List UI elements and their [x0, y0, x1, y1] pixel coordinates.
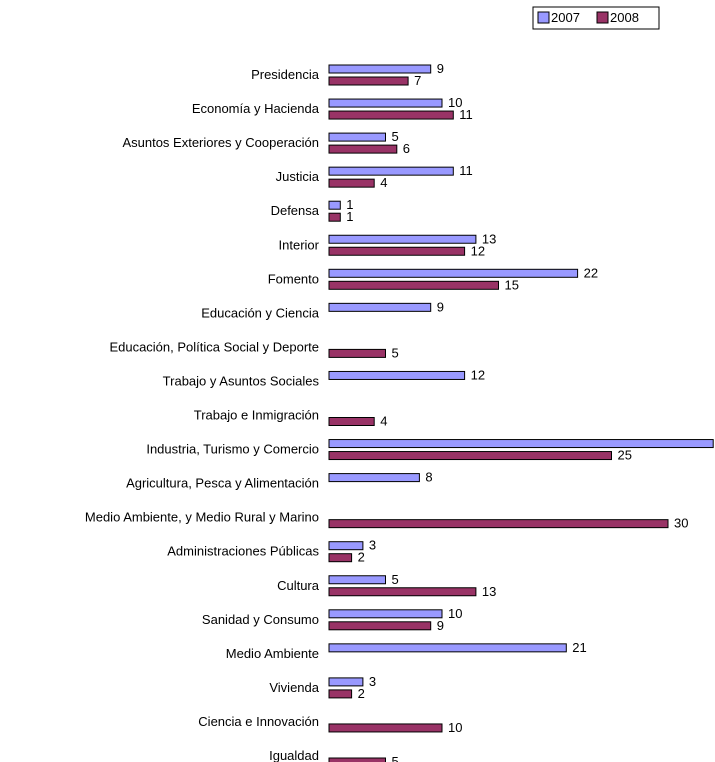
data-label-2007-defensa: 1	[346, 197, 353, 212]
category-label-medio-ambiente: Medio Ambiente	[226, 646, 319, 661]
data-label-2007-agricultura-pesca-y-alimentacion: 8	[425, 470, 432, 485]
bar-2007-administraciones-publicas	[328, 541, 364, 551]
data-label-2008-industria-turismo-y-comercio: 25	[618, 448, 632, 463]
data-label-2007-asuntos-exteriores-y-cooperacion: 5	[392, 129, 399, 144]
category-label-igualdad: Igualdad	[269, 748, 319, 762]
bar-2007-medio-ambiente	[328, 643, 567, 653]
data-label-2008-ciencia-e-innovacion: 10	[448, 720, 462, 735]
category-label-sanidad-y-consumo: Sanidad y Consumo	[202, 612, 319, 627]
bar-2008-medio-ambiente-y-medio-rural-y-marino	[328, 519, 669, 529]
category-label-trabajo-e-inmigracion: Trabajo e Inmigración	[194, 408, 319, 423]
bar-2007-educacion-y-ciencia	[328, 302, 432, 312]
data-label-2007-economia-y-hacienda: 10	[448, 95, 462, 110]
data-label-2008-defensa: 1	[346, 209, 353, 224]
data-label-2007-educacion-y-ciencia: 9	[437, 299, 444, 314]
data-label-2008-fomento: 15	[505, 277, 519, 292]
category-label-educacion-politica-social-y-deporte: Educación, Política Social y Deporte	[109, 339, 319, 354]
legend-swatch-2007	[537, 11, 550, 24]
bar-2008-presidencia	[328, 76, 409, 86]
data-label-2007-cultura: 5	[392, 572, 399, 587]
bar-2007-asuntos-exteriores-y-cooperacion	[328, 132, 386, 142]
category-label-vivienda: Vivienda	[269, 680, 319, 695]
bar-2007-trabajo-y-asuntos-sociales	[328, 370, 466, 380]
bar-2008-economia-y-hacienda	[328, 110, 454, 120]
category-label-ciencia-e-innovacion: Ciencia e Innovación	[198, 714, 319, 729]
bar-2008-sanidad-y-consumo	[328, 621, 432, 631]
data-label-2007-presidencia: 9	[437, 61, 444, 76]
legend-label-2007: 2007	[551, 10, 580, 25]
bar-2008-trabajo-e-inmigracion	[328, 417, 375, 426]
data-label-2008-medio-ambiente-y-medio-rural-y-marino: 30	[674, 516, 688, 531]
bar-2008-justicia	[328, 178, 375, 188]
data-label-2008-vivienda: 2	[358, 686, 365, 701]
legend-label-2008: 2008	[610, 10, 639, 25]
data-label-2007-trabajo-y-asuntos-sociales: 12	[471, 367, 485, 382]
category-label-fomento: Fomento	[268, 271, 319, 286]
category-label-economia-y-hacienda: Economía y Hacienda	[192, 101, 320, 116]
category-label-interior: Interior	[279, 237, 320, 252]
legend: 2007 2008	[532, 6, 660, 30]
data-label-2008-interior: 12	[471, 243, 485, 258]
data-label-2008-economia-y-hacienda: 11	[459, 107, 473, 122]
data-label-2007-administraciones-publicas: 3	[369, 538, 376, 553]
bar-2008-defensa	[328, 212, 341, 222]
bar-2007-cultura	[328, 575, 386, 585]
bar-2008-vivienda	[328, 689, 353, 699]
data-label-2007-medio-ambiente: 21	[572, 640, 586, 655]
bar-2007-justicia	[328, 166, 454, 176]
legend-frame	[532, 6, 660, 30]
category-label-justicia: Justicia	[276, 169, 320, 184]
bar-2008-administraciones-publicas	[328, 553, 353, 563]
bar-2007-defensa	[328, 200, 341, 210]
bar-2008-cultura	[328, 587, 477, 597]
bar-2007-sanidad-y-consumo	[328, 609, 443, 619]
data-label-2008-educacion-politica-social-y-deporte: 5	[392, 345, 399, 360]
bar-2008-educacion-politica-social-y-deporte	[328, 348, 386, 358]
bar-2007-vivienda	[328, 677, 364, 687]
bar-2008-ciencia-e-innovacion	[328, 723, 443, 733]
bar-2007-interior	[328, 234, 477, 244]
data-label-2008-presidencia: 7	[414, 73, 421, 88]
data-label-2008-administraciones-publicas: 2	[358, 550, 365, 565]
bar-2008-igualdad	[328, 757, 386, 762]
category-label-cultura: Cultura	[277, 578, 320, 593]
data-label-2008-cultura: 13	[482, 584, 496, 599]
category-label-asuntos-exteriores-y-cooperacion: Asuntos Exteriores y Cooperación	[122, 135, 319, 150]
category-label-administraciones-publicas: Administraciones Públicas	[167, 544, 319, 559]
category-label-defensa: Defensa	[271, 203, 320, 218]
bar-2008-industria-turismo-y-comercio	[328, 451, 612, 461]
bar-2007-economia-y-hacienda	[328, 98, 443, 108]
data-label-2007-sanidad-y-consumo: 10	[448, 606, 462, 621]
data-label-2008-asuntos-exteriores-y-cooperacion: 6	[403, 141, 410, 156]
data-label-2008-igualdad: 5	[392, 754, 399, 762]
data-label-2008-justicia: 4	[380, 175, 387, 190]
bar-2007-presidencia	[328, 64, 432, 74]
category-label-medio-ambiente-y-medio-rural-y-marino: Medio Ambiente, y Medio Rural y Marino	[85, 510, 319, 525]
data-label-2007-fomento: 22	[584, 265, 598, 280]
legend-swatch-2008	[596, 11, 609, 24]
bar-2008-asuntos-exteriores-y-cooperacion	[328, 144, 398, 154]
category-label-presidencia: Presidencia	[251, 67, 320, 82]
data-label-2007-vivienda: 3	[369, 674, 376, 689]
data-label-2007-interior: 13	[482, 231, 496, 246]
category-label-industria-turismo-y-comercio: Industria, Turismo y Comercio	[146, 442, 319, 457]
bar-2007-agricultura-pesca-y-alimentacion	[328, 473, 420, 483]
category-label-agricultura-pesca-y-alimentacion: Agricultura, Pesca y Alimentación	[126, 476, 319, 491]
data-label-2008-sanidad-y-consumo: 9	[437, 618, 444, 633]
category-label-educacion-y-ciencia: Educación y Ciencia	[201, 305, 320, 320]
bar-2007-fomento	[328, 268, 579, 278]
category-label-trabajo-y-asuntos-sociales: Trabajo y Asuntos Sociales	[163, 373, 320, 388]
data-label-2007-justicia: 11	[459, 163, 473, 178]
bar-2007-industria-turismo-y-comercio	[328, 439, 714, 449]
data-label-2008-trabajo-e-inmigracion: 4	[380, 414, 387, 429]
bar-2008-interior	[328, 246, 466, 256]
bar-2008-fomento	[328, 280, 499, 290]
